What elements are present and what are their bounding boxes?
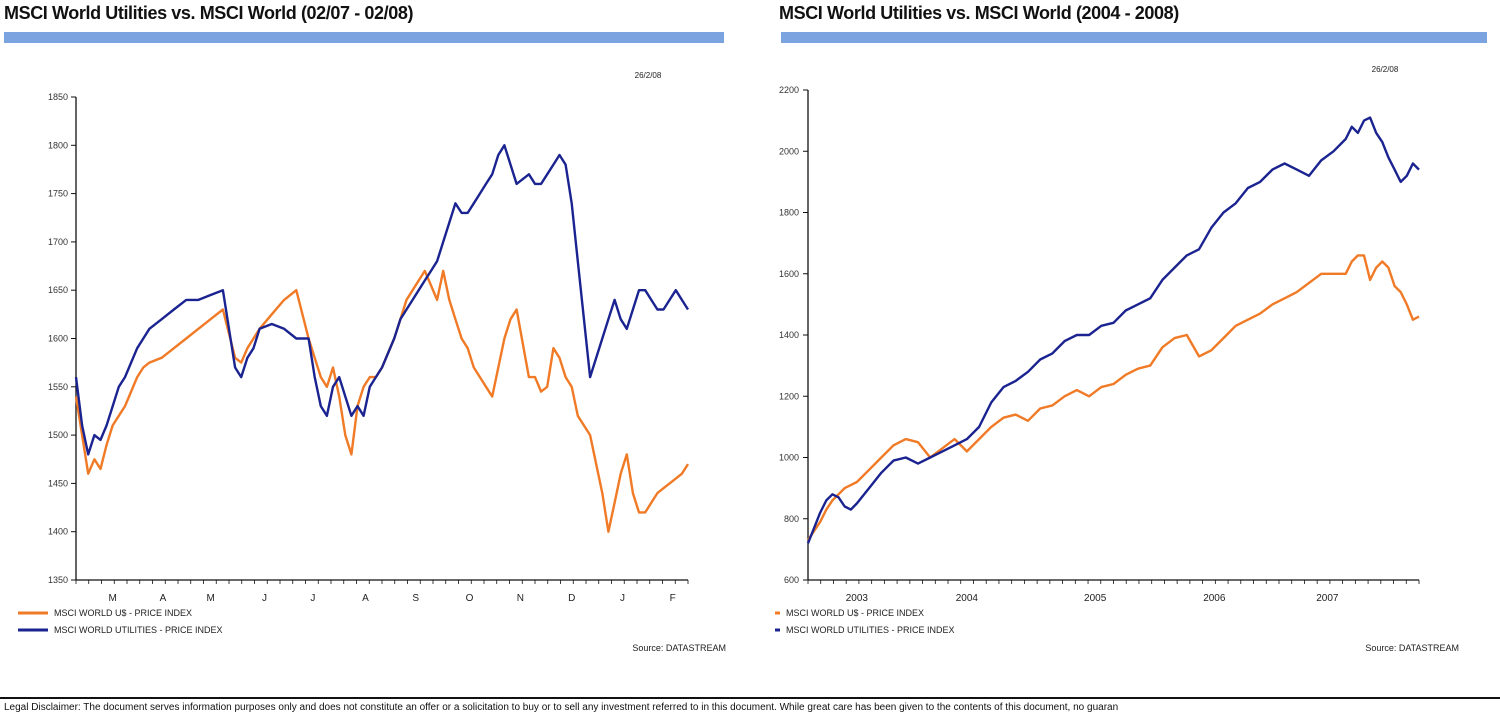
date-stamp: 26/2/08 bbox=[1372, 65, 1399, 74]
y-tick-label: 1800 bbox=[48, 140, 68, 150]
line-chart-12-month: 1350 1400 1450 1500 1550 1600 1650 1700 1750 1800… bbox=[18, 71, 726, 653]
legend-label: MSCI WORLD U$ - PRICE INDEX bbox=[786, 608, 924, 618]
series-line-us bbox=[74, 269, 690, 533]
x-tick-label: A bbox=[362, 593, 369, 604]
series-line-util bbox=[806, 116, 1420, 544]
chart-panel-left: MSCI World Utilities vs. MSCI World (02/… bbox=[0, 0, 735, 690]
y-tick-label: 2000 bbox=[779, 146, 799, 156]
y-tick-label: 1600 bbox=[779, 269, 799, 279]
y-tick-label: 1550 bbox=[48, 382, 68, 392]
x-tick-label: S bbox=[412, 593, 419, 604]
y-tick-label: 1400 bbox=[48, 527, 68, 537]
x-tick-label: J bbox=[262, 593, 267, 604]
y-tick-label: 800 bbox=[784, 514, 799, 524]
title-underline-bar bbox=[781, 32, 1487, 43]
title-underline-bar bbox=[4, 32, 724, 43]
x-tick-label: F bbox=[670, 593, 676, 604]
date-stamp: 26/2/08 bbox=[635, 71, 662, 80]
y-tick-label: 1600 bbox=[48, 334, 68, 344]
x-tick-label: A bbox=[160, 593, 167, 604]
legal-disclaimer: Legal Disclaimer: The document serves in… bbox=[4, 702, 1119, 713]
y-tick-label: 1800 bbox=[779, 208, 799, 218]
y-tick-label: 1750 bbox=[48, 189, 68, 199]
y-tick-label: 1350 bbox=[48, 575, 68, 585]
series-line-util bbox=[74, 144, 690, 456]
x-tick-label: J bbox=[620, 593, 625, 604]
legend-label: MSCI WORLD UTILITIES - PRICE INDEX bbox=[54, 625, 223, 635]
footer-divider bbox=[0, 697, 1500, 699]
source-note: Source: DATASTREAM bbox=[632, 643, 726, 653]
y-tick-label: 1700 bbox=[48, 237, 68, 247]
y-tick-label: 1450 bbox=[48, 478, 68, 488]
x-tick-label: 2006 bbox=[1203, 593, 1226, 604]
chart-panel-right: MSCI World Utilities vs. MSCI World (200… bbox=[775, 0, 1500, 690]
x-tick-label: M bbox=[206, 593, 214, 604]
x-tick-label: D bbox=[568, 593, 575, 604]
x-tick-label: 2005 bbox=[1084, 593, 1107, 604]
x-tick-label: J bbox=[310, 593, 315, 604]
chart-title: MSCI World Utilities vs. MSCI World (02/… bbox=[4, 3, 414, 23]
source-note: Source: DATASTREAM bbox=[1365, 643, 1459, 653]
y-tick-label: 600 bbox=[784, 575, 799, 585]
legend-label: MSCI WORLD UTILITIES - PRICE INDEX bbox=[786, 625, 955, 635]
x-tick-label: N bbox=[517, 593, 524, 604]
x-tick-label: 2007 bbox=[1316, 593, 1339, 604]
y-tick-label: 1650 bbox=[48, 285, 68, 295]
y-tick-label: 2200 bbox=[779, 85, 799, 95]
y-tick-label: 1200 bbox=[779, 391, 799, 401]
chart-title: MSCI World Utilities vs. MSCI World (200… bbox=[779, 3, 1179, 23]
x-tick-label: 2004 bbox=[956, 593, 979, 604]
y-tick-label: 1850 bbox=[48, 92, 68, 102]
line-chart-multi-year: 600 800 1000 1200 1400 1600 1800 2000 2200 2003 20… bbox=[775, 65, 1459, 653]
y-tick-label: 1500 bbox=[48, 430, 68, 440]
series-line-us bbox=[806, 254, 1420, 541]
x-tick-label: 2003 bbox=[846, 593, 869, 604]
y-tick-label: 1000 bbox=[779, 453, 799, 463]
y-tick-label: 1400 bbox=[779, 330, 799, 340]
legend-label: MSCI WORLD U$ - PRICE INDEX bbox=[54, 608, 192, 618]
x-tick-label: M bbox=[109, 593, 117, 604]
x-tick-label: O bbox=[466, 593, 474, 604]
